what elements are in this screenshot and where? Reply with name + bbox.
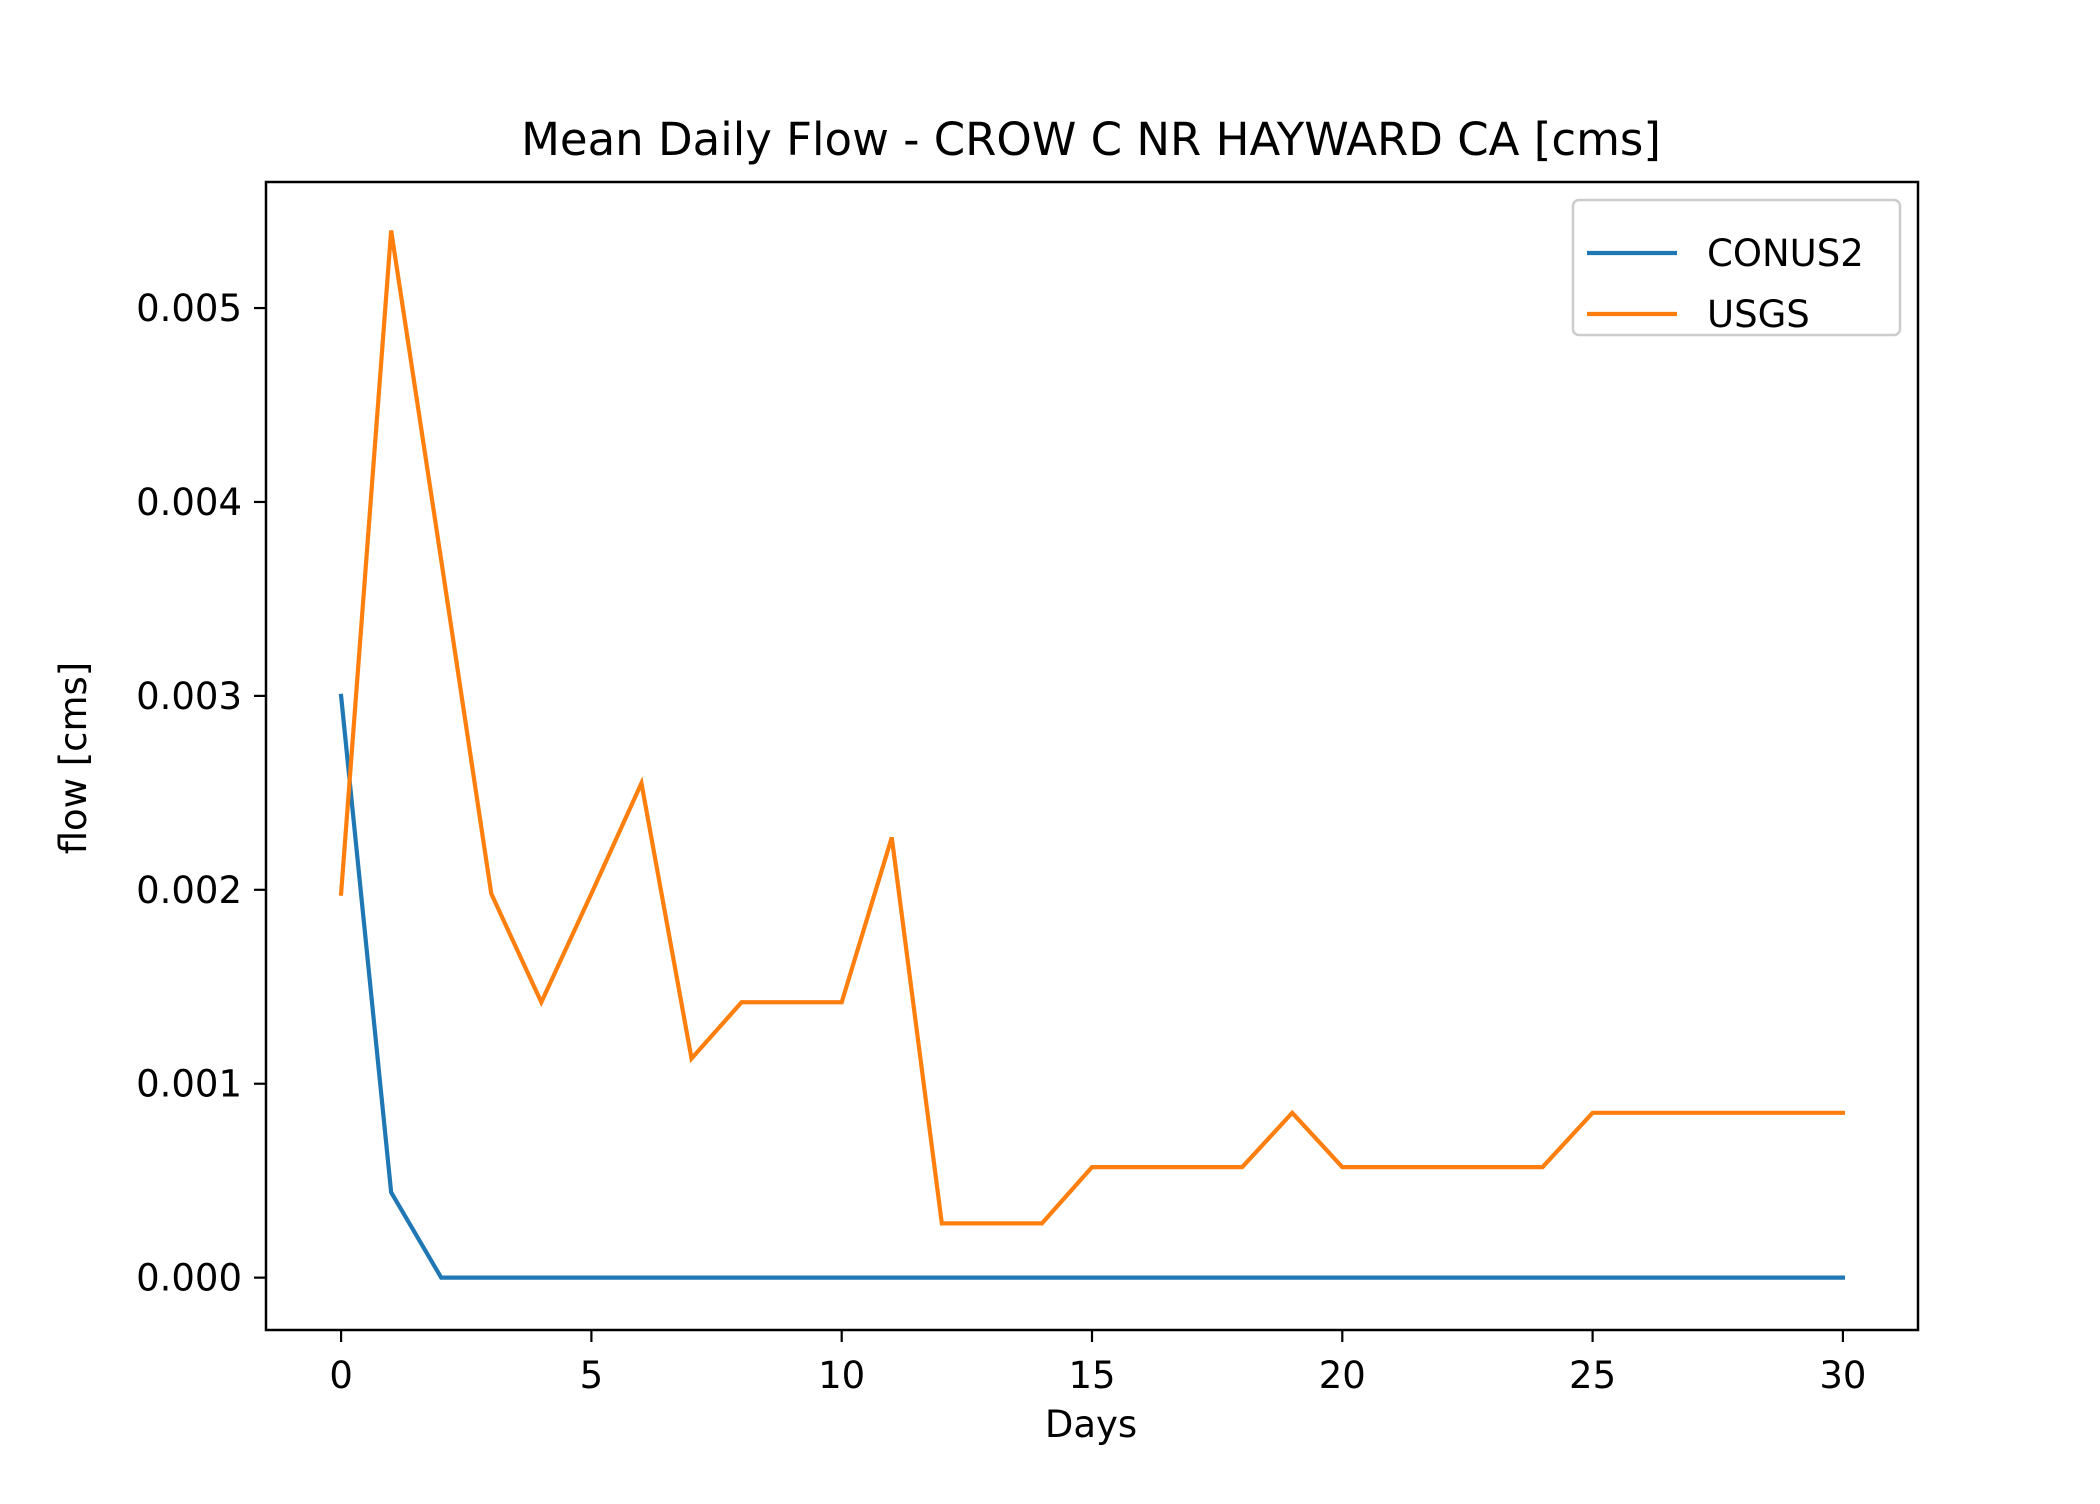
series-layer xyxy=(338,230,1846,1280)
y-tick-label: 0.005 xyxy=(136,287,242,330)
y-tick-label: 0.004 xyxy=(136,481,242,524)
x-tick-label: 25 xyxy=(1569,1354,1616,1397)
x-tick-label: 15 xyxy=(1068,1354,1115,1397)
legend-box xyxy=(1571,198,1902,337)
legend: CONUS2 USGS xyxy=(1571,198,1902,337)
x-axis: 0 5 10 15 20 25 30 xyxy=(329,1330,1866,1397)
y-axis: 0.000 0.001 0.002 0.003 0.004 0.005 xyxy=(136,287,266,1300)
legend-entries: CONUS2 USGS xyxy=(1587,232,1864,336)
x-tick-label: 5 xyxy=(580,1354,604,1397)
x-tick-label: 0 xyxy=(329,1354,353,1397)
y-tick-label: 0.002 xyxy=(136,869,242,912)
y-tick-label: 0.001 xyxy=(136,1063,242,1106)
y-axis-label: flow [cms] xyxy=(52,662,95,855)
chart-title: Mean Daily Flow - CROW C NR HAYWARD CA [… xyxy=(521,113,1661,166)
x-tick-label: 10 xyxy=(818,1354,865,1397)
x-tick-label: 20 xyxy=(1319,1354,1366,1397)
y-tick-label: 0.000 xyxy=(136,1257,242,1300)
x-tick-label: 30 xyxy=(1819,1354,1866,1397)
legend-label-usgs: USGS xyxy=(1707,293,1810,336)
legend-label-conus2: CONUS2 xyxy=(1707,232,1864,275)
series-line-conus2 xyxy=(338,693,1846,1280)
series-line-usgs xyxy=(338,230,1846,1226)
x-axis-label: Days xyxy=(1045,1403,1137,1446)
y-tick-label: 0.003 xyxy=(136,675,242,718)
